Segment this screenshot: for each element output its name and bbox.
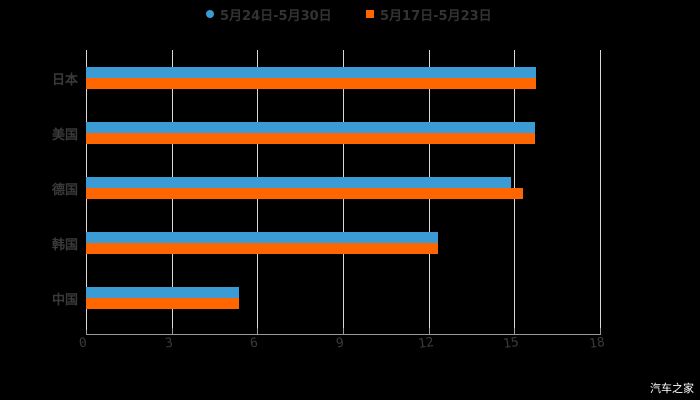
x-tick-label: 18 — [588, 334, 606, 353]
legend-item-series-2[interactable]: 5月17日-5月23日 — [366, 4, 492, 24]
bar[interactable] — [86, 232, 438, 243]
bar[interactable] — [86, 177, 511, 188]
bar[interactable] — [86, 298, 240, 309]
bar[interactable] — [86, 122, 535, 133]
legend-circle-icon — [206, 10, 214, 18]
bar[interactable] — [86, 67, 537, 78]
legend-item-series-1[interactable]: 5月24日-5月30日 — [206, 4, 332, 24]
x-tick — [171, 328, 173, 335]
bar[interactable] — [86, 78, 536, 89]
x-tick-label: 0 — [78, 335, 88, 352]
x-tick-label: 6 — [249, 335, 260, 352]
watermark: 汽车之家 — [650, 382, 694, 395]
bar[interactable] — [86, 133, 535, 144]
x-tick-label: 3 — [163, 335, 174, 352]
y-category-label: 韩国 — [51, 238, 78, 253]
y-category-label: 德国 — [51, 183, 78, 198]
x-tick — [257, 328, 259, 335]
x-tick — [514, 328, 516, 335]
x-tick — [343, 328, 344, 335]
x-tick — [86, 328, 87, 335]
x-axis-line — [86, 334, 600, 335]
bar[interactable] — [86, 188, 523, 199]
y-category-label: 中国 — [51, 293, 78, 308]
chart-legend: 5月24日-5月30日 5月17日-5月23日 — [0, 4, 700, 24]
legend-square-icon — [366, 10, 374, 18]
x-tick — [600, 328, 601, 335]
x-tick — [428, 328, 430, 335]
legend-label: 5月24日-5月30日 — [220, 8, 332, 24]
gridline — [600, 50, 601, 330]
bar[interactable] — [86, 287, 240, 298]
legend-label: 5月17日-5月23日 — [380, 8, 492, 24]
y-category-label: 日本 — [51, 73, 78, 88]
x-tick-label: 15 — [502, 334, 521, 353]
x-tick-label: 9 — [335, 335, 345, 352]
y-category-label: 美国 — [51, 128, 78, 143]
x-tick-label: 12 — [416, 334, 435, 353]
bar[interactable] — [86, 243, 438, 254]
